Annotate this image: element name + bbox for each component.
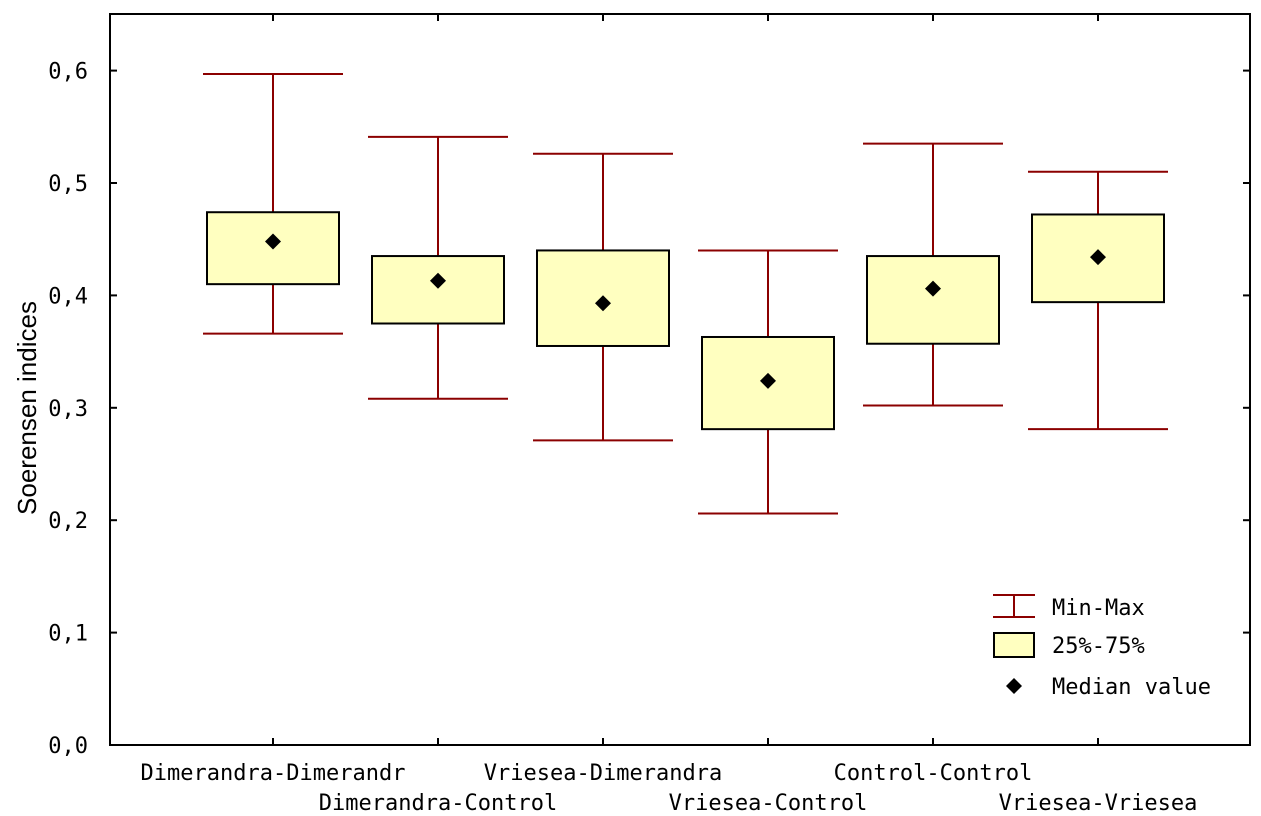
y-tick-label: 0,0 bbox=[48, 734, 88, 759]
y-axis: 0,0 0,1 0,2 0,3 0,4 0,5 0,6 bbox=[48, 60, 1250, 759]
x-category-label: Dimerandra-Control bbox=[319, 791, 557, 816]
plot-frame bbox=[109, 13, 1251, 746]
median-marker bbox=[265, 233, 281, 250]
box-group bbox=[1028, 170, 1168, 431]
box-group bbox=[368, 135, 508, 400]
iqr-box bbox=[371, 255, 505, 325]
median-marker bbox=[595, 295, 611, 312]
x-category-label: Control-Control bbox=[834, 761, 1033, 786]
y-tick-label: 0,2 bbox=[48, 509, 88, 534]
y-tick-label: 0,4 bbox=[48, 284, 88, 309]
legend-label: 25%-75% bbox=[1052, 634, 1145, 659]
y-tick-label: 0,5 bbox=[48, 172, 88, 197]
legend-diamond-marker bbox=[1006, 678, 1022, 694]
box-series bbox=[203, 72, 1168, 515]
box-group bbox=[203, 72, 343, 335]
median-marker bbox=[925, 280, 941, 297]
median-marker bbox=[430, 272, 446, 289]
legend-label: Median value bbox=[1052, 675, 1211, 700]
box-group bbox=[698, 249, 838, 515]
x-category-label: Vriesea-Vriesea bbox=[999, 791, 1198, 816]
y-tick-label: 0,6 bbox=[48, 60, 88, 85]
x-category-label: Vriesea-Dimerandra bbox=[484, 761, 722, 786]
y-tick-label: 0,3 bbox=[48, 397, 88, 422]
median-marker bbox=[1090, 249, 1106, 266]
box-group bbox=[533, 152, 673, 442]
x-category-label: Dimerandra-Dimerandr bbox=[141, 761, 406, 786]
legend-label: Min-Max bbox=[1052, 596, 1145, 621]
median-marker bbox=[760, 372, 776, 389]
x-axis: Dimerandra-Dimerandr Dimerandra-Control Vr… bbox=[141, 14, 1198, 816]
y-axis-label: Soerensen indices bbox=[12, 301, 42, 515]
legend-box-swatch bbox=[993, 632, 1035, 658]
y-tick-label: 0,1 bbox=[48, 622, 88, 647]
iqr-box bbox=[866, 255, 1000, 345]
x-category-label: Vriesea-Control bbox=[669, 791, 868, 816]
legend: Min-Max 25%-75% Median value bbox=[993, 594, 1211, 700]
box-group bbox=[863, 142, 1003, 407]
